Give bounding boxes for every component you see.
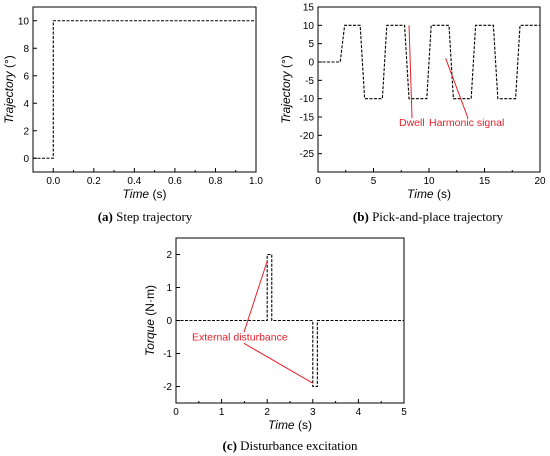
- y-tick-label: 1: [166, 283, 172, 294]
- panel-caption: (c) Disturbance excitation: [222, 438, 358, 453]
- annotation-leader: [243, 260, 268, 333]
- chart-b: 0 5 10 15 20 -25 -20 -15 -10 -5 0 5 10 15 Time (s) Traj…: [279, 3, 546, 225]
- x-axis-unit: (s): [149, 187, 166, 201]
- panel-caption: (a) Step trajectory: [98, 209, 193, 224]
- y-tick-label: 8: [23, 44, 29, 55]
- annotation-leader: [445, 58, 469, 119]
- annotation-label: Harmonic signal: [429, 117, 504, 129]
- x-tick-label: 5: [371, 176, 377, 187]
- x-tick-label: 0: [315, 176, 321, 187]
- x-axis-unit: (s): [295, 418, 312, 432]
- y-axis-label: Trajectory (°): [279, 55, 293, 124]
- y-axis-name: Trajectory: [2, 70, 16, 123]
- caption-letter: (c): [222, 438, 236, 453]
- x-tick-label: 5: [401, 407, 407, 418]
- x-tick-label: 0.0: [46, 176, 60, 187]
- chart-a: 0.0 0.2 0.4 0.6 0.8 1.0 0 2 4 6 8 10 Time (s) Traject…: [2, 6, 263, 224]
- y-axis-unit: (N·m): [143, 285, 157, 319]
- series-line-0: [33, 20, 256, 159]
- y-axis-unit: (°): [2, 55, 16, 71]
- x-axis-unit: (s): [434, 187, 451, 201]
- series-line-0: [176, 253, 404, 388]
- y-tick-label: 0: [23, 154, 29, 165]
- x-tick-label: 15: [479, 176, 491, 187]
- y-tick-label: -5: [305, 76, 314, 87]
- y-tick-label: -15: [300, 113, 315, 124]
- x-tick-label: 10: [423, 176, 435, 187]
- x-tick-label: 0.2: [87, 176, 101, 187]
- x-axis-label: Time (s): [123, 187, 167, 201]
- x-axis-label: Time (s): [407, 187, 451, 201]
- plot-frame: [32, 6, 257, 173]
- x-axis-name: Time: [268, 418, 295, 432]
- annotation-label: External disturbance: [192, 331, 288, 343]
- y-axis-name: Trajectory: [279, 70, 293, 123]
- annotation-label: Dwell: [399, 117, 425, 129]
- x-tick-label: 4: [356, 407, 362, 418]
- annotation-leader: [243, 342, 314, 384]
- x-tick-label: 0.4: [127, 176, 141, 187]
- x-tick-label: 2: [264, 407, 270, 418]
- caption-text: Disturbance excitation: [237, 438, 358, 453]
- y-tick-label: 0: [308, 58, 314, 69]
- y-axis-label: Trajectory (°): [2, 55, 16, 124]
- x-tick-label: 20: [534, 176, 546, 187]
- x-tick-label: 0: [173, 407, 179, 418]
- x-axis-name: Time: [407, 187, 434, 201]
- series-line-0: [318, 24, 540, 100]
- y-tick-label: 5: [308, 39, 314, 50]
- y-tick-label: 6: [23, 71, 29, 82]
- y-tick-label: 2: [166, 250, 172, 261]
- caption-text: Pick-and-place trajectory: [369, 209, 504, 224]
- y-axis-unit: (°): [279, 55, 293, 71]
- y-axis-name: Torque: [143, 319, 157, 356]
- y-tick-label: -10: [300, 94, 315, 105]
- y-tick-label: -1: [163, 349, 172, 360]
- y-tick-label: 4: [23, 99, 29, 110]
- y-tick-label: 10: [18, 16, 30, 27]
- x-axis-label: Time (s): [268, 418, 312, 432]
- x-tick-label: 0.6: [168, 176, 182, 187]
- x-tick-label: 3: [310, 407, 316, 418]
- y-tick-label: 2: [23, 126, 29, 137]
- y-tick-label: -20: [300, 131, 315, 142]
- y-tick-label: 0: [166, 316, 172, 327]
- x-tick-label: 0.8: [209, 176, 223, 187]
- plot-frame: [317, 6, 541, 173]
- caption-text: Step trajectory: [113, 209, 193, 224]
- y-tick-label: 15: [303, 3, 315, 14]
- x-axis-name: Time: [123, 187, 150, 201]
- y-tick-label: 10: [303, 21, 315, 32]
- annotation-leader: [408, 25, 413, 119]
- x-tick-label: 1.0: [249, 176, 263, 187]
- y-tick-label: -25: [300, 149, 315, 160]
- panel-caption: (b) Pick-and-place trajectory: [353, 209, 504, 224]
- y-tick-label: -2: [163, 382, 172, 393]
- y-axis-label: Torque (N·m): [143, 285, 157, 356]
- caption-letter: (b): [353, 209, 369, 224]
- x-tick-label: 1: [219, 407, 225, 418]
- caption-letter: (a): [98, 209, 113, 224]
